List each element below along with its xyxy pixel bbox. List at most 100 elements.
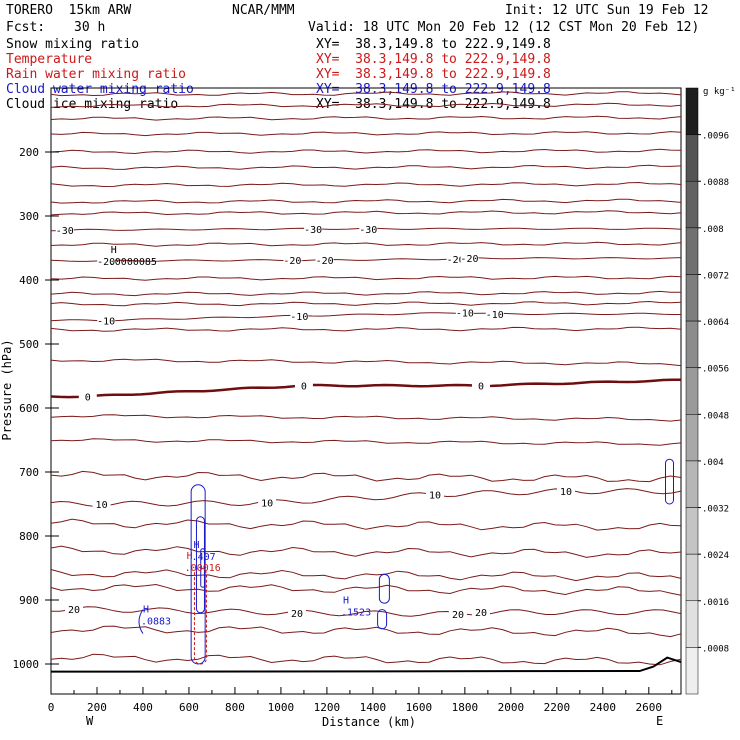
isotherm-line [50, 438, 682, 446]
isotherm-label-bg [78, 390, 97, 402]
isotherm-label: 20 [68, 605, 80, 616]
colorbar-tick-label: .008 [702, 225, 724, 235]
isotherm-label-bg [455, 306, 474, 318]
x-tick-label: 2600 [636, 701, 663, 714]
isotherm-label-bg [446, 252, 465, 264]
y-tick-label: 700 [19, 466, 39, 479]
colorbar-tick-label: .0072 [702, 271, 729, 281]
isotherm-label: 0 [478, 382, 484, 393]
terrain-line [50, 656, 682, 673]
isotherm-line [50, 290, 682, 297]
forecast-hour: 30 h [74, 20, 106, 35]
colorbar-tick-label: .0096 [702, 132, 729, 142]
isotherm-label-bg [97, 314, 116, 326]
isotherm-label: 10 [429, 490, 441, 501]
colorbar-tick-label: .0056 [702, 365, 729, 375]
isotherm-label-bg [471, 379, 490, 391]
x-tick-label: 600 [179, 701, 199, 714]
isotherm-line [50, 91, 682, 97]
y-axis-title: Pressure (hPa) [0, 339, 14, 440]
isotherm-label-bg [55, 224, 74, 236]
extremum-value: .0000085 [109, 257, 157, 268]
x-tick-label: 200 [87, 701, 107, 714]
isotherm-line [50, 241, 682, 247]
isotherm-line [50, 275, 682, 281]
extremum-value: .1523 [341, 608, 371, 619]
cloud-water-contour [138, 609, 144, 634]
isotherm-label-bg [425, 488, 444, 500]
colorbar-tick-label: .0032 [702, 505, 729, 515]
y-tick-label: 800 [19, 530, 39, 543]
isotherm-label-bg [288, 606, 307, 618]
colorbar-tick-label: .0024 [702, 551, 729, 561]
isotherm-label: -20 [447, 255, 465, 266]
x-tick-label: 1400 [360, 701, 387, 714]
isotherm-line [50, 115, 682, 121]
center-name: NCAR/MMM [232, 3, 295, 18]
isotherm-label-bg [471, 606, 490, 618]
isotherm-label: -10 [486, 310, 504, 321]
x-tick-label: 1800 [452, 701, 479, 714]
isotherm-label-bg [294, 379, 313, 391]
isotherm-line [50, 181, 682, 188]
isotherm-label: -10 [290, 312, 308, 323]
field-label-snow: Snow mixing ratio [6, 37, 140, 52]
isotherm-label: -10 [97, 316, 115, 327]
isotherm-20 [51, 606, 682, 617]
x-tick-label: 400 [133, 701, 153, 714]
label-layer: -30 -30 -30-20 -20 -20 -20-20-10 -10 -10 -1000 01… [55, 222, 576, 628]
isotherm-label-bg [485, 307, 504, 319]
valid-time: Valid: 18 UTC Mon 20 Feb 12 (12 CST Mon … [308, 20, 700, 35]
isotherm-label-bg [460, 252, 479, 264]
x-axis-title: Distance (km) [322, 715, 416, 729]
field-xsec-temperature: XY= 38.3,149.8 to 222.9,149.8 [316, 52, 551, 67]
x-tick-label: 2000 [498, 701, 525, 714]
isotherm-label-bg [290, 309, 309, 321]
isotherm-line [50, 414, 682, 422]
colorbar-swatch [685, 227, 699, 275]
y-tick-label: 1000 [13, 658, 40, 671]
isotherm-0 [50, 378, 681, 399]
isotherm-line [50, 102, 682, 108]
x-tick-label: 800 [225, 701, 245, 714]
isotherm-label: -20 [97, 257, 115, 268]
colorbar-swatch [685, 180, 699, 229]
field-label-rain: Rain water mixing ratio [6, 67, 187, 82]
colorbar-swatch [685, 320, 699, 368]
isotherm--10 [50, 312, 681, 322]
isotherm-label: 20 [291, 609, 303, 620]
colorbar-tick-label: .0088 [702, 178, 729, 188]
y-tick-label: 200 [19, 146, 39, 159]
extremum-marker: H [111, 245, 117, 256]
rain-water-contour [193, 567, 207, 665]
isotherm-label-bg [283, 254, 302, 266]
extremum-value: .00016 [185, 563, 221, 574]
colorbar-tick-label: .0016 [702, 598, 729, 608]
isotherm-label: 20 [475, 608, 487, 619]
init-time: Init: 12 UTC Sun 19 Feb 12 [505, 3, 709, 18]
colorbar-tick-label: .004 [702, 458, 724, 468]
extremum-value: .0883 [141, 617, 171, 628]
hydrometeor-layer [138, 458, 675, 665]
cloud-water-contour [190, 484, 206, 665]
isotherm-line [50, 131, 682, 137]
isotherm-label: -30 [56, 226, 74, 237]
isotherm-10 [50, 488, 682, 508]
colorbar-swatch [685, 134, 699, 182]
colorbar-swatch [685, 600, 699, 648]
x-tick-label: 1200 [314, 701, 341, 714]
isotherm-line [50, 545, 682, 558]
colorbar-swatch [685, 507, 699, 555]
field-xsec-rain: XY= 38.3,149.8 to 222.9,149.8 [316, 67, 551, 82]
y-tick-label: 900 [19, 594, 39, 607]
isotherm-label: -20 [316, 256, 334, 267]
model-title: TORERO 15km ARW [6, 3, 132, 18]
isotherm-label: 10 [96, 500, 108, 511]
isotherm-line [50, 198, 682, 204]
isotherm-label-bg [359, 222, 378, 234]
isotherm-label: -30 [304, 225, 322, 236]
isotherm-label-bg [315, 254, 334, 266]
extremum-marker: H [343, 596, 349, 607]
isotherm-label: -20 [460, 254, 478, 265]
